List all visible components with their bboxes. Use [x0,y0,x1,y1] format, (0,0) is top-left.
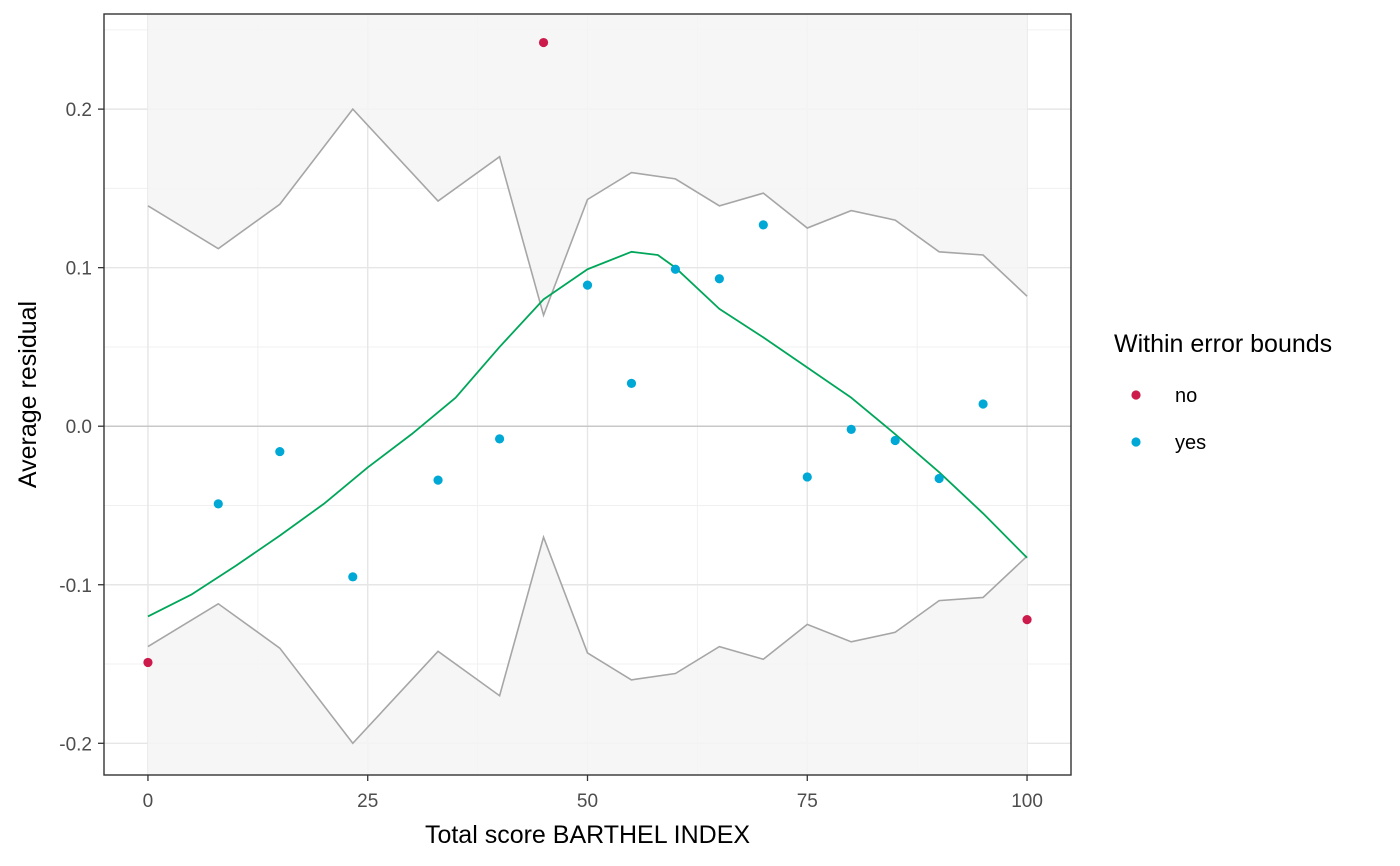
data-point-yes [213,499,223,509]
data-point-yes [433,475,443,485]
data-point-yes [626,378,637,389]
x-tick-label: 50 [577,791,598,812]
data-point-yes [934,473,944,484]
plot-panel: 0 25 50 75 100 -0.2 -0.1 0.0 0.1 0.2 [59,13,1072,812]
data-point-yes [846,424,856,434]
data-point-no [143,657,153,668]
data-point-yes [494,434,505,444]
data-point-yes [348,572,358,582]
legend-key-yes [1131,437,1141,447]
y-tick-label: 0.1 [66,259,92,280]
upper-error-bound-line [147,107,1028,318]
legend-key-no [1131,390,1141,400]
y-axis-title: Average residual [14,301,42,488]
legend: Within error bounds no yes [1114,330,1332,454]
x-tick-label: 0 [143,791,154,812]
legend-label-yes: yes [1175,432,1206,454]
data-point-yes [802,472,812,482]
data-point-yes [670,264,681,274]
lower-shade-region [147,537,1028,775]
data-point-no [538,37,549,48]
upper-shade-region [147,14,1028,316]
panel-content [104,14,1071,775]
data-point-no [1022,615,1032,625]
x-tick-label: 75 [797,791,818,812]
data-point-yes [275,446,285,457]
x-tick-label: 100 [1011,791,1043,812]
y-tick-label: -0.1 [59,576,92,597]
data-point-yes [714,274,724,284]
data-point-yes [890,435,900,446]
legend-label-no: no [1175,385,1197,407]
data-point-yes [582,280,593,290]
y-tick-label: -0.2 [59,734,92,755]
x-axis-title: Total score BARTHEL INDEX [425,821,750,849]
y-tick-label: 0.2 [66,100,92,121]
legend-title: Within error bounds [1114,330,1332,358]
data-point-yes [978,399,988,409]
y-tick-label: 0.0 [66,417,92,438]
data-point-yes [758,220,768,230]
smooth-trend-line [147,250,1028,618]
x-tick-label: 25 [357,791,378,812]
lower-error-bound-line [147,534,1028,745]
